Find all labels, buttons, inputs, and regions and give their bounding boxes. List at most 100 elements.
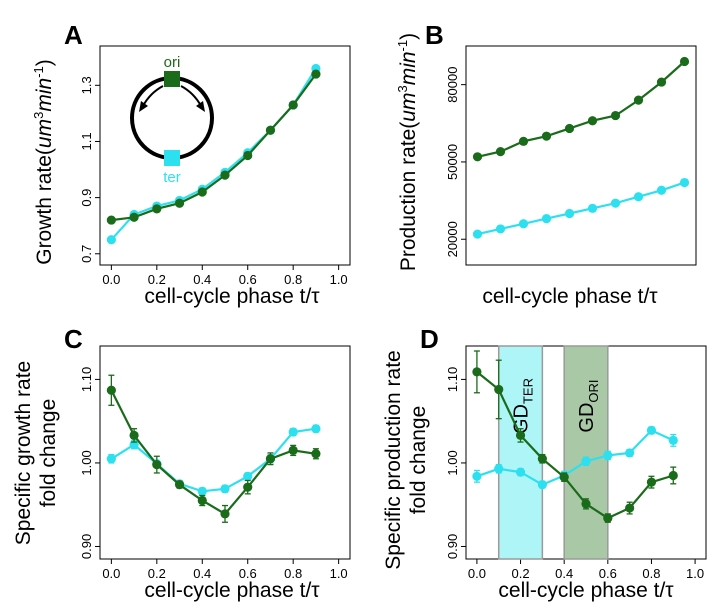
y-tick-label-c: 0.90	[79, 534, 94, 559]
panel-a: A 0.0 0.2 0.4 0.6 0.8 1.0 0.7 0.9 1.1 1.3 cell-cy…	[31, 20, 351, 308]
series-line-ter	[477, 181, 685, 236]
x-tick-label-c: 0.4	[193, 566, 211, 581]
y-tick-label-b: 80000	[445, 67, 460, 103]
data-point-ter	[197, 486, 207, 496]
data-point-ori	[197, 187, 207, 197]
panel-d: D 0.0 0.2 0.4 0.6 0.8 1.0 0.90 1.00 1.10 GDTERGD…	[382, 324, 707, 602]
data-point-ter	[472, 471, 482, 481]
series-line-ori	[477, 60, 686, 158]
y-tick-label-a: 1.1	[79, 132, 94, 150]
data-point-ori	[515, 430, 526, 440]
gd-ori-label: GDORI	[576, 379, 601, 432]
x-tick-label-a: 0.6	[239, 272, 257, 287]
ori-label: ori	[164, 54, 181, 71]
y-tick-label-a: 0.7	[79, 245, 94, 263]
series-a	[106, 63, 321, 245]
data-point-ter	[537, 480, 547, 490]
data-point-ori	[537, 454, 547, 464]
panel-letter-a: A	[64, 20, 83, 50]
data-point-ori	[472, 367, 482, 377]
data-point-ter	[106, 235, 116, 245]
data-point-ori	[129, 212, 139, 222]
data-point-ori	[129, 430, 139, 440]
chromosome-circle	[130, 76, 214, 160]
y-tick-label-b: 20000	[445, 221, 460, 257]
x-tick-label-d: 0.0	[468, 566, 486, 581]
x-tick-label-a: 0.2	[148, 272, 166, 287]
x-axis-label-b: cell-cycle phase t/τ	[482, 285, 658, 308]
data-point-ter	[603, 450, 613, 461]
ori-marker	[164, 71, 180, 87]
panel-letter-b: B	[425, 20, 444, 50]
panel-letter-c: C	[64, 324, 83, 354]
x-tick-label-a: 0.8	[284, 272, 302, 287]
x-tick-label-d: 0.8	[642, 566, 660, 581]
y-axis-label-b: Production rate(um3min-1)	[395, 33, 420, 271]
data-point-ori	[603, 513, 613, 523]
data-point-ori	[587, 116, 598, 126]
data-point-ori	[106, 215, 116, 225]
data-point-ori	[174, 198, 185, 208]
x-tick-label-a: 0.4	[193, 272, 211, 287]
data-point-ori	[625, 503, 635, 513]
data-point-ori	[220, 170, 230, 180]
y-tick-label-d: 1.00	[445, 450, 460, 475]
y-tick-label-a: 0.9	[79, 189, 94, 207]
x-tick-label-c: 0.2	[148, 566, 166, 581]
panel-c: C 0.0 0.2 0.4 0.6 0.8 1.0 0.90 1.00 1.10 cell-cy…	[12, 324, 351, 602]
axis-ticks-b: 20000 50000 80000	[445, 67, 466, 257]
x-tick-label-a: 1.0	[330, 272, 348, 287]
data-point-ori	[265, 454, 276, 464]
gd-ori-band	[563, 345, 609, 560]
series-d	[472, 350, 678, 523]
data-point-ori	[174, 480, 185, 490]
y-tick-label-d: 0.90	[445, 534, 460, 559]
data-point-ter	[541, 214, 552, 224]
series-line-ori	[110, 389, 317, 516]
data-point-ter	[495, 224, 506, 234]
data-point-ori	[288, 100, 298, 110]
data-point-ter	[515, 467, 526, 477]
data-point-ori	[668, 470, 678, 481]
plot-frame-b	[465, 45, 697, 266]
data-point-ori	[243, 482, 253, 492]
y-tick-label-c: 1.10	[79, 367, 94, 392]
y-axis-label-a: Growth rate(um3min-1)	[31, 59, 56, 265]
data-point-ori	[472, 152, 483, 162]
data-point-ori	[265, 125, 276, 135]
x-tick-label-d: 0.2	[512, 566, 530, 581]
data-point-ter	[518, 219, 529, 229]
data-point-ter	[646, 425, 657, 435]
data-point-ori	[559, 472, 569, 482]
data-point-ter	[243, 471, 253, 481]
x-axis-label-d: cell-cycle phase t/τ	[498, 579, 674, 602]
x-tick-label-c: 0.0	[102, 566, 120, 581]
data-point-ter	[494, 464, 504, 474]
data-point-ter	[610, 198, 621, 208]
axis-ticks-d: 0.0 0.2 0.4 0.6 0.8 1.0 0.90 1.00 1.10	[445, 367, 704, 581]
y-axis-label-d-line1: Specific production rate	[382, 350, 405, 569]
series-line-ori	[111, 73, 317, 222]
ter-marker	[164, 150, 180, 166]
series-b	[472, 56, 690, 239]
x-tick-label-c: 0.6	[239, 566, 257, 581]
x-tick-label-a: 0.0	[102, 272, 120, 287]
y-axis-label-c-line1: Specific growth rate	[12, 361, 35, 545]
panel-b: B 20000 50000 80000 cell-cycle phase t/τ P…	[395, 20, 697, 308]
series-line-ter	[110, 427, 317, 493]
data-point-ter	[220, 484, 230, 494]
y-axis-label-c-line2: fold change	[37, 399, 60, 508]
data-point-ori	[311, 69, 321, 79]
data-point-ori	[494, 384, 504, 395]
data-point-ori	[633, 95, 644, 105]
data-point-ori	[564, 123, 575, 134]
data-point-ter	[106, 454, 116, 464]
y-tick-label-c: 1.00	[79, 450, 94, 475]
data-point-ori	[311, 449, 321, 459]
panel-letter-d: D	[420, 324, 439, 354]
data-point-ter	[472, 229, 483, 239]
data-point-ter	[564, 208, 575, 219]
data-point-ori	[581, 499, 591, 509]
series-line-ter	[476, 429, 674, 486]
data-point-ori	[106, 385, 116, 395]
